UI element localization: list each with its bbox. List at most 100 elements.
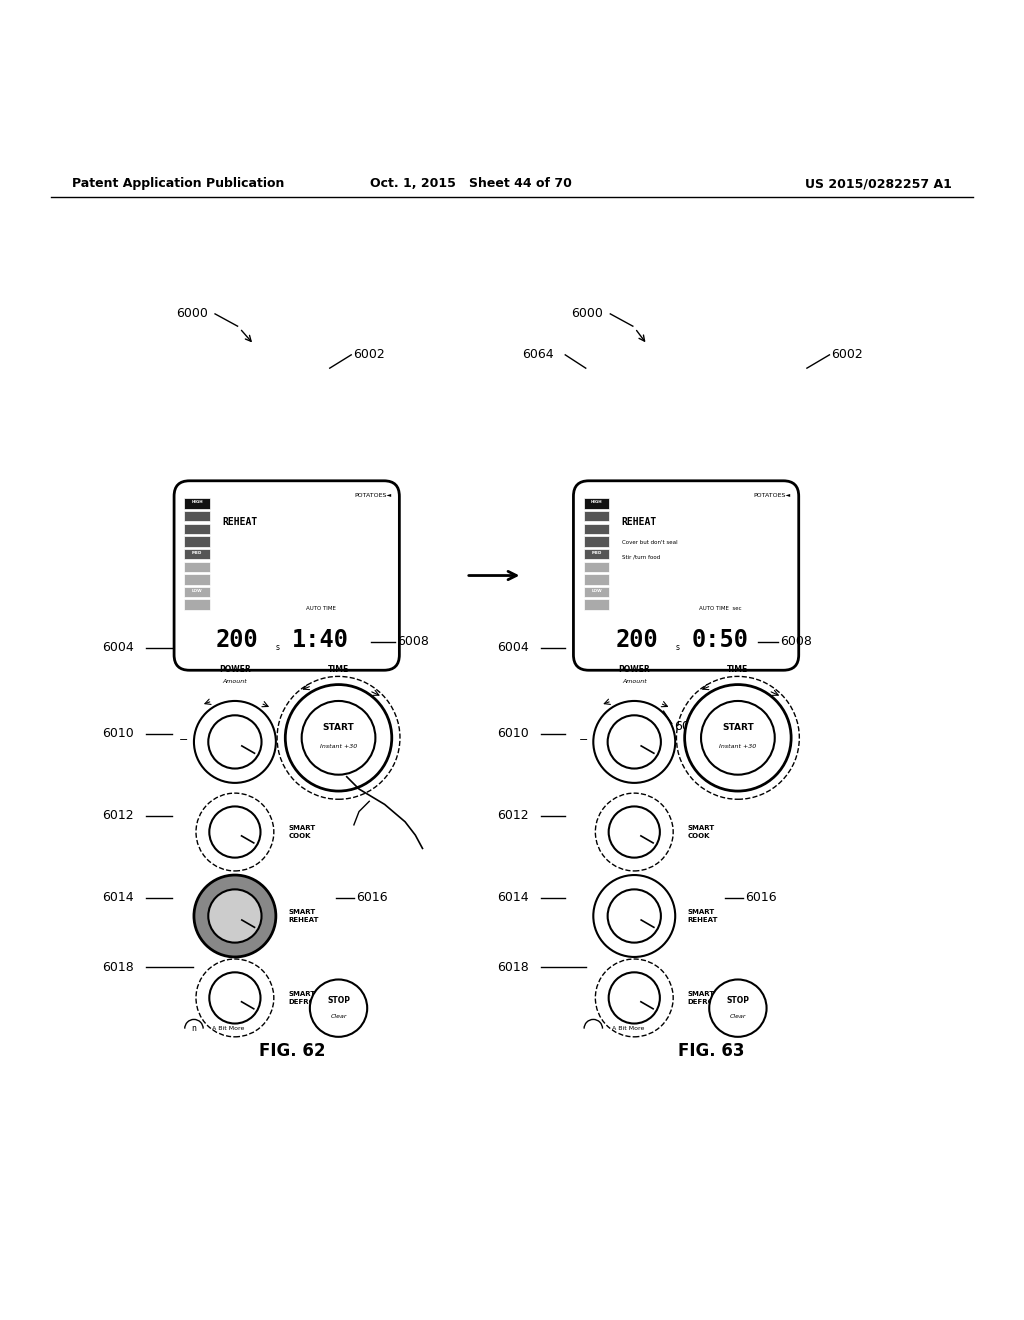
Circle shape <box>302 701 376 775</box>
Text: SMART
DEFROST: SMART DEFROST <box>288 991 325 1005</box>
Text: POTATOES◄: POTATOES◄ <box>754 494 791 498</box>
Text: HIGH: HIGH <box>191 500 203 504</box>
Text: SMART
COOK: SMART COOK <box>288 825 315 838</box>
Text: A Bit More: A Bit More <box>611 1026 644 1031</box>
Text: s: s <box>676 643 680 652</box>
Bar <box>184 536 210 546</box>
Text: 6002: 6002 <box>831 348 863 362</box>
Text: Oct. 1, 2015   Sheet 44 of 70: Oct. 1, 2015 Sheet 44 of 70 <box>370 177 572 190</box>
Text: 6004: 6004 <box>102 642 134 655</box>
Circle shape <box>595 793 673 871</box>
Text: Patent Application Publication: Patent Application Publication <box>72 177 284 190</box>
Bar <box>584 524 609 535</box>
Text: 6000: 6000 <box>176 308 208 321</box>
Bar <box>184 524 210 535</box>
Text: 6012: 6012 <box>102 809 134 822</box>
Bar <box>184 574 210 585</box>
Circle shape <box>208 715 261 768</box>
Bar <box>184 587 210 597</box>
Circle shape <box>685 685 792 791</box>
FancyBboxPatch shape <box>174 480 399 671</box>
Text: −: − <box>179 735 188 744</box>
Text: 1:40: 1:40 <box>292 628 349 652</box>
Text: Clear: Clear <box>730 1014 746 1019</box>
Circle shape <box>608 973 659 1023</box>
Text: +: + <box>681 735 690 744</box>
Text: 6018: 6018 <box>102 961 134 974</box>
Text: POWER: POWER <box>618 665 650 675</box>
Text: 6006: 6006 <box>674 721 706 733</box>
Text: SMART
REHEAT: SMART REHEAT <box>687 909 718 923</box>
Circle shape <box>607 715 660 768</box>
Text: 6008: 6008 <box>780 635 812 648</box>
Bar <box>184 561 210 572</box>
Text: 6010: 6010 <box>497 727 528 741</box>
Circle shape <box>196 793 273 871</box>
Text: 6014: 6014 <box>102 891 134 904</box>
Circle shape <box>208 890 261 942</box>
Text: FIG. 63: FIG. 63 <box>679 1043 744 1060</box>
Circle shape <box>209 973 260 1023</box>
Text: n: n <box>191 1024 197 1034</box>
Text: 6008: 6008 <box>397 635 429 648</box>
Text: 6014: 6014 <box>497 891 528 904</box>
Bar <box>184 549 210 560</box>
Bar <box>184 511 210 521</box>
Text: POWER: POWER <box>219 665 251 675</box>
Circle shape <box>608 807 659 858</box>
Bar <box>584 599 609 610</box>
Circle shape <box>607 890 660 942</box>
Text: REHEAT: REHEAT <box>622 516 656 527</box>
Text: 6010: 6010 <box>102 727 134 741</box>
Text: 6016: 6016 <box>356 891 388 904</box>
Text: FIG. 62: FIG. 62 <box>259 1043 325 1060</box>
Text: Food Type: Food Type <box>722 678 754 684</box>
Text: TIME: TIME <box>328 665 349 675</box>
Circle shape <box>194 875 275 957</box>
Text: s: s <box>276 643 281 652</box>
Text: Clear: Clear <box>331 1014 347 1019</box>
Text: 6016: 6016 <box>745 891 777 904</box>
Text: 6064: 6064 <box>522 348 554 362</box>
Circle shape <box>701 701 775 775</box>
Circle shape <box>593 701 675 783</box>
Text: REHEAT: REHEAT <box>222 516 257 527</box>
Text: Instant +30: Instant +30 <box>719 743 757 748</box>
Bar <box>584 536 609 546</box>
Text: MED: MED <box>191 550 203 554</box>
Circle shape <box>278 676 400 800</box>
Bar <box>184 599 210 610</box>
Circle shape <box>194 701 275 783</box>
Text: 6004: 6004 <box>497 642 528 655</box>
Bar <box>584 499 609 508</box>
Text: US 2015/0282257 A1: US 2015/0282257 A1 <box>806 177 952 190</box>
Text: AUTO TIME: AUTO TIME <box>305 606 336 611</box>
Text: Cover but don't seal: Cover but don't seal <box>622 540 677 545</box>
Text: Food Type: Food Type <box>323 678 354 684</box>
Text: SMART
DEFROST: SMART DEFROST <box>687 991 724 1005</box>
Text: LOW: LOW <box>191 589 203 593</box>
Circle shape <box>286 685 392 791</box>
Text: Amount: Amount <box>222 678 247 684</box>
Text: Stir /turn food: Stir /turn food <box>622 554 659 560</box>
Bar <box>584 587 609 597</box>
Circle shape <box>209 807 260 858</box>
Text: SMART
REHEAT: SMART REHEAT <box>288 909 318 923</box>
Circle shape <box>593 875 675 957</box>
Bar <box>584 549 609 560</box>
Bar <box>584 561 609 572</box>
Text: TIME: TIME <box>727 665 749 675</box>
Text: HIGH: HIGH <box>591 500 602 504</box>
Text: −: − <box>579 735 588 744</box>
Text: 6000: 6000 <box>571 308 603 321</box>
Bar <box>584 511 609 521</box>
Text: 0:50: 0:50 <box>691 628 749 652</box>
Text: 200: 200 <box>216 628 258 652</box>
Text: AUTO TIME  sec: AUTO TIME sec <box>698 606 741 611</box>
Text: 200: 200 <box>615 628 657 652</box>
Bar <box>584 574 609 585</box>
Text: 6012: 6012 <box>497 809 528 822</box>
Text: 6018: 6018 <box>497 961 528 974</box>
Text: MED: MED <box>591 550 602 554</box>
Circle shape <box>595 960 673 1036</box>
